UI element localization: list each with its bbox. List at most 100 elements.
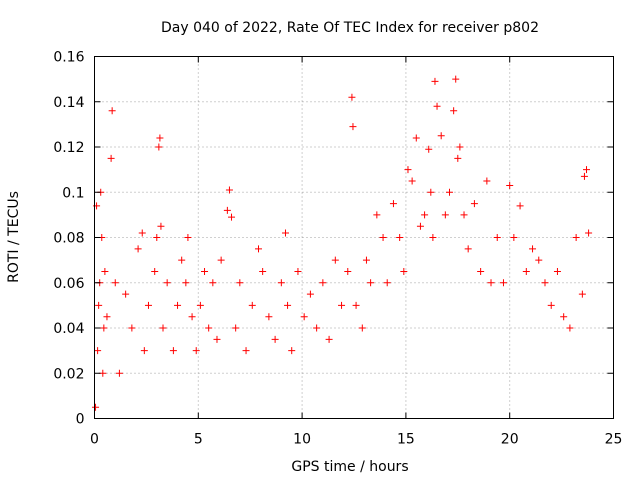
axis-ticks: [94, 56, 614, 419]
data-point: [348, 93, 356, 101]
data-point: [95, 301, 103, 309]
data-point: [140, 347, 148, 355]
data-point: [281, 229, 289, 237]
data-point: [412, 134, 420, 142]
data-point: [319, 279, 327, 287]
data-point: [265, 313, 273, 321]
data-point: [349, 123, 357, 131]
data-point: [213, 335, 221, 343]
data-point: [437, 132, 445, 140]
data-point: [445, 188, 453, 196]
data-point: [134, 245, 142, 253]
data-points: [92, 75, 593, 411]
data-point: [128, 324, 136, 332]
data-point: [585, 229, 593, 237]
data-point: [242, 347, 250, 355]
data-point: [277, 279, 285, 287]
data-point: [300, 313, 308, 321]
data-point: [427, 188, 435, 196]
x-tick-label: 15: [397, 432, 415, 448]
data-point: [209, 279, 217, 287]
data-point: [232, 324, 240, 332]
x-tick-label: 0: [90, 432, 99, 448]
data-point: [560, 313, 568, 321]
data-point: [553, 267, 561, 275]
x-tick-label: 5: [194, 432, 203, 448]
data-point: [103, 313, 111, 321]
data-point: [408, 177, 416, 185]
data-point: [108, 107, 116, 115]
data-point: [460, 211, 468, 219]
data-point: [201, 267, 209, 275]
data-point: [477, 267, 485, 275]
data-point: [529, 245, 537, 253]
data-point: [433, 102, 441, 110]
grid-lines: [94, 56, 614, 419]
x-tick-label: 20: [501, 432, 519, 448]
data-point: [470, 200, 478, 208]
y-tick-label: 0.02: [53, 366, 84, 382]
data-point: [178, 256, 186, 264]
plot-frame: [94, 56, 614, 419]
data-point: [271, 335, 279, 343]
data-point: [431, 77, 439, 85]
data-point: [580, 172, 588, 180]
data-point: [217, 256, 225, 264]
y-tick-label: 0.12: [53, 140, 84, 156]
data-point: [483, 177, 491, 185]
data-point: [441, 211, 449, 219]
data-point: [228, 213, 236, 221]
y-tick-label: 0.04: [53, 321, 84, 337]
data-point: [583, 166, 591, 174]
data-point: [429, 234, 437, 241]
data-point: [188, 313, 196, 321]
y-axis-label: ROTI / TECUs: [6, 191, 22, 283]
data-point: [367, 279, 375, 287]
y-axis-tick-labels: 0 0.02 0.04 0.06 0.08 0.1 0.12 0.14 0.16: [53, 50, 84, 428]
data-point: [454, 154, 462, 162]
data-point: [122, 290, 130, 298]
data-point: [499, 279, 507, 287]
y-tick-label: 0.06: [53, 276, 84, 292]
data-point: [306, 290, 314, 298]
y-tick-label: 0.08: [53, 231, 84, 247]
data-point: [255, 245, 263, 253]
data-point: [572, 234, 580, 241]
data-point: [163, 279, 171, 287]
data-point: [294, 267, 302, 275]
data-point: [92, 403, 100, 411]
data-point: [225, 186, 233, 194]
data-point: [159, 324, 167, 332]
data-point: [510, 234, 518, 241]
data-point: [464, 245, 472, 253]
data-point: [192, 347, 200, 355]
data-point: [144, 301, 152, 309]
data-point: [196, 301, 204, 309]
data-point: [157, 222, 165, 230]
data-point: [169, 347, 177, 355]
data-point: [404, 166, 412, 174]
data-point: [566, 324, 574, 332]
data-point: [400, 267, 408, 275]
data-point: [248, 301, 256, 309]
y-tick-label: 0: [76, 412, 85, 428]
data-point: [236, 279, 244, 287]
data-point: [156, 134, 164, 142]
data-point: [487, 279, 495, 287]
data-point: [389, 200, 397, 208]
data-point: [151, 267, 159, 275]
data-point: [522, 267, 530, 275]
data-point: [313, 324, 321, 332]
data-point: [331, 256, 339, 264]
data-point: [94, 347, 102, 355]
data-point: [344, 267, 352, 275]
data-point: [383, 279, 391, 287]
data-point: [101, 267, 109, 275]
data-point: [506, 181, 514, 189]
data-point: [205, 324, 213, 332]
data-point: [284, 301, 292, 309]
data-point: [174, 301, 182, 309]
data-point: [547, 301, 555, 309]
data-point: [358, 324, 366, 332]
